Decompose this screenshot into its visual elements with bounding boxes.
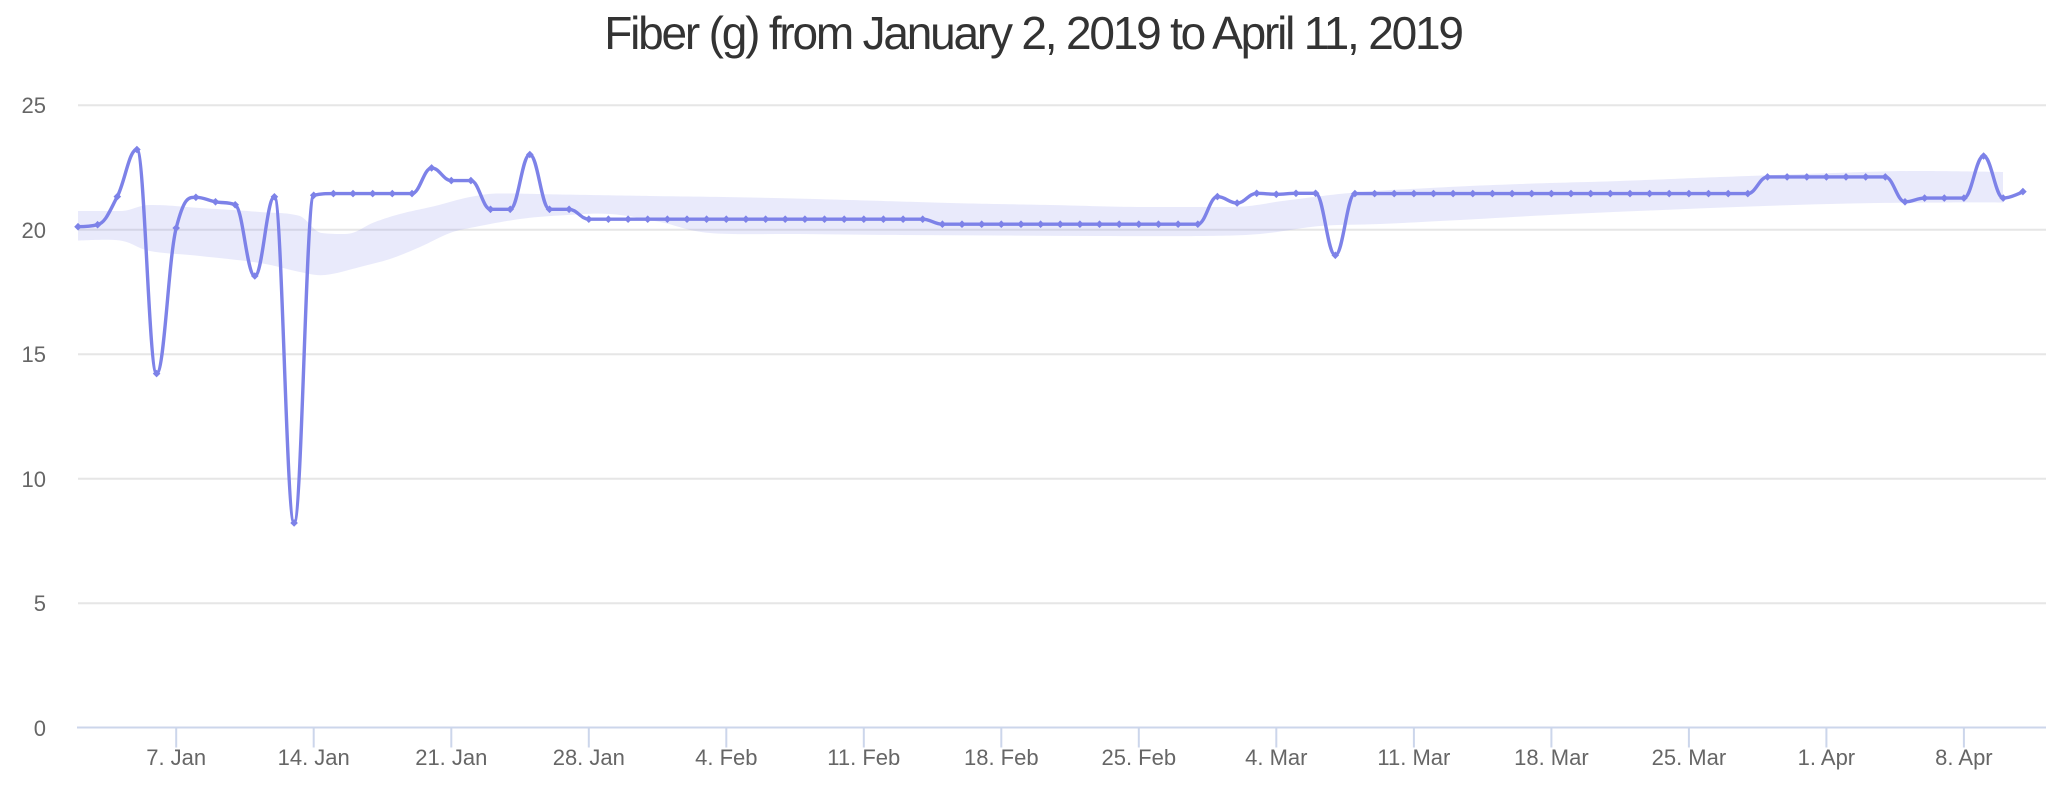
svg-text:0: 0 <box>34 716 46 741</box>
svg-text:7. Jan: 7. Jan <box>146 745 206 770</box>
svg-text:5: 5 <box>34 591 46 616</box>
svg-text:11. Mar: 11. Mar <box>1377 745 1450 770</box>
svg-text:28. Jan: 28. Jan <box>553 745 625 770</box>
svg-text:25. Feb: 25. Feb <box>1101 745 1176 770</box>
svg-text:10: 10 <box>22 467 46 492</box>
svg-text:18. Feb: 18. Feb <box>964 745 1039 770</box>
svg-text:25: 25 <box>22 93 46 118</box>
svg-text:4. Feb: 4. Feb <box>695 745 757 770</box>
svg-text:11. Feb: 11. Feb <box>827 745 900 770</box>
svg-text:4. Mar: 4. Mar <box>1245 745 1307 770</box>
svg-text:14. Jan: 14. Jan <box>278 745 350 770</box>
svg-text:18. Mar: 18. Mar <box>1514 745 1589 770</box>
svg-text:21. Jan: 21. Jan <box>415 745 487 770</box>
svg-text:15: 15 <box>22 342 46 367</box>
svg-text:Fiber (g) from January 2, 2019: Fiber (g) from January 2, 2019 to April … <box>604 7 1462 59</box>
svg-text:25. Mar: 25. Mar <box>1652 745 1727 770</box>
svg-text:8. Apr: 8. Apr <box>1935 745 1992 770</box>
svg-text:1. Apr: 1. Apr <box>1798 745 1855 770</box>
svg-text:20: 20 <box>22 218 46 243</box>
